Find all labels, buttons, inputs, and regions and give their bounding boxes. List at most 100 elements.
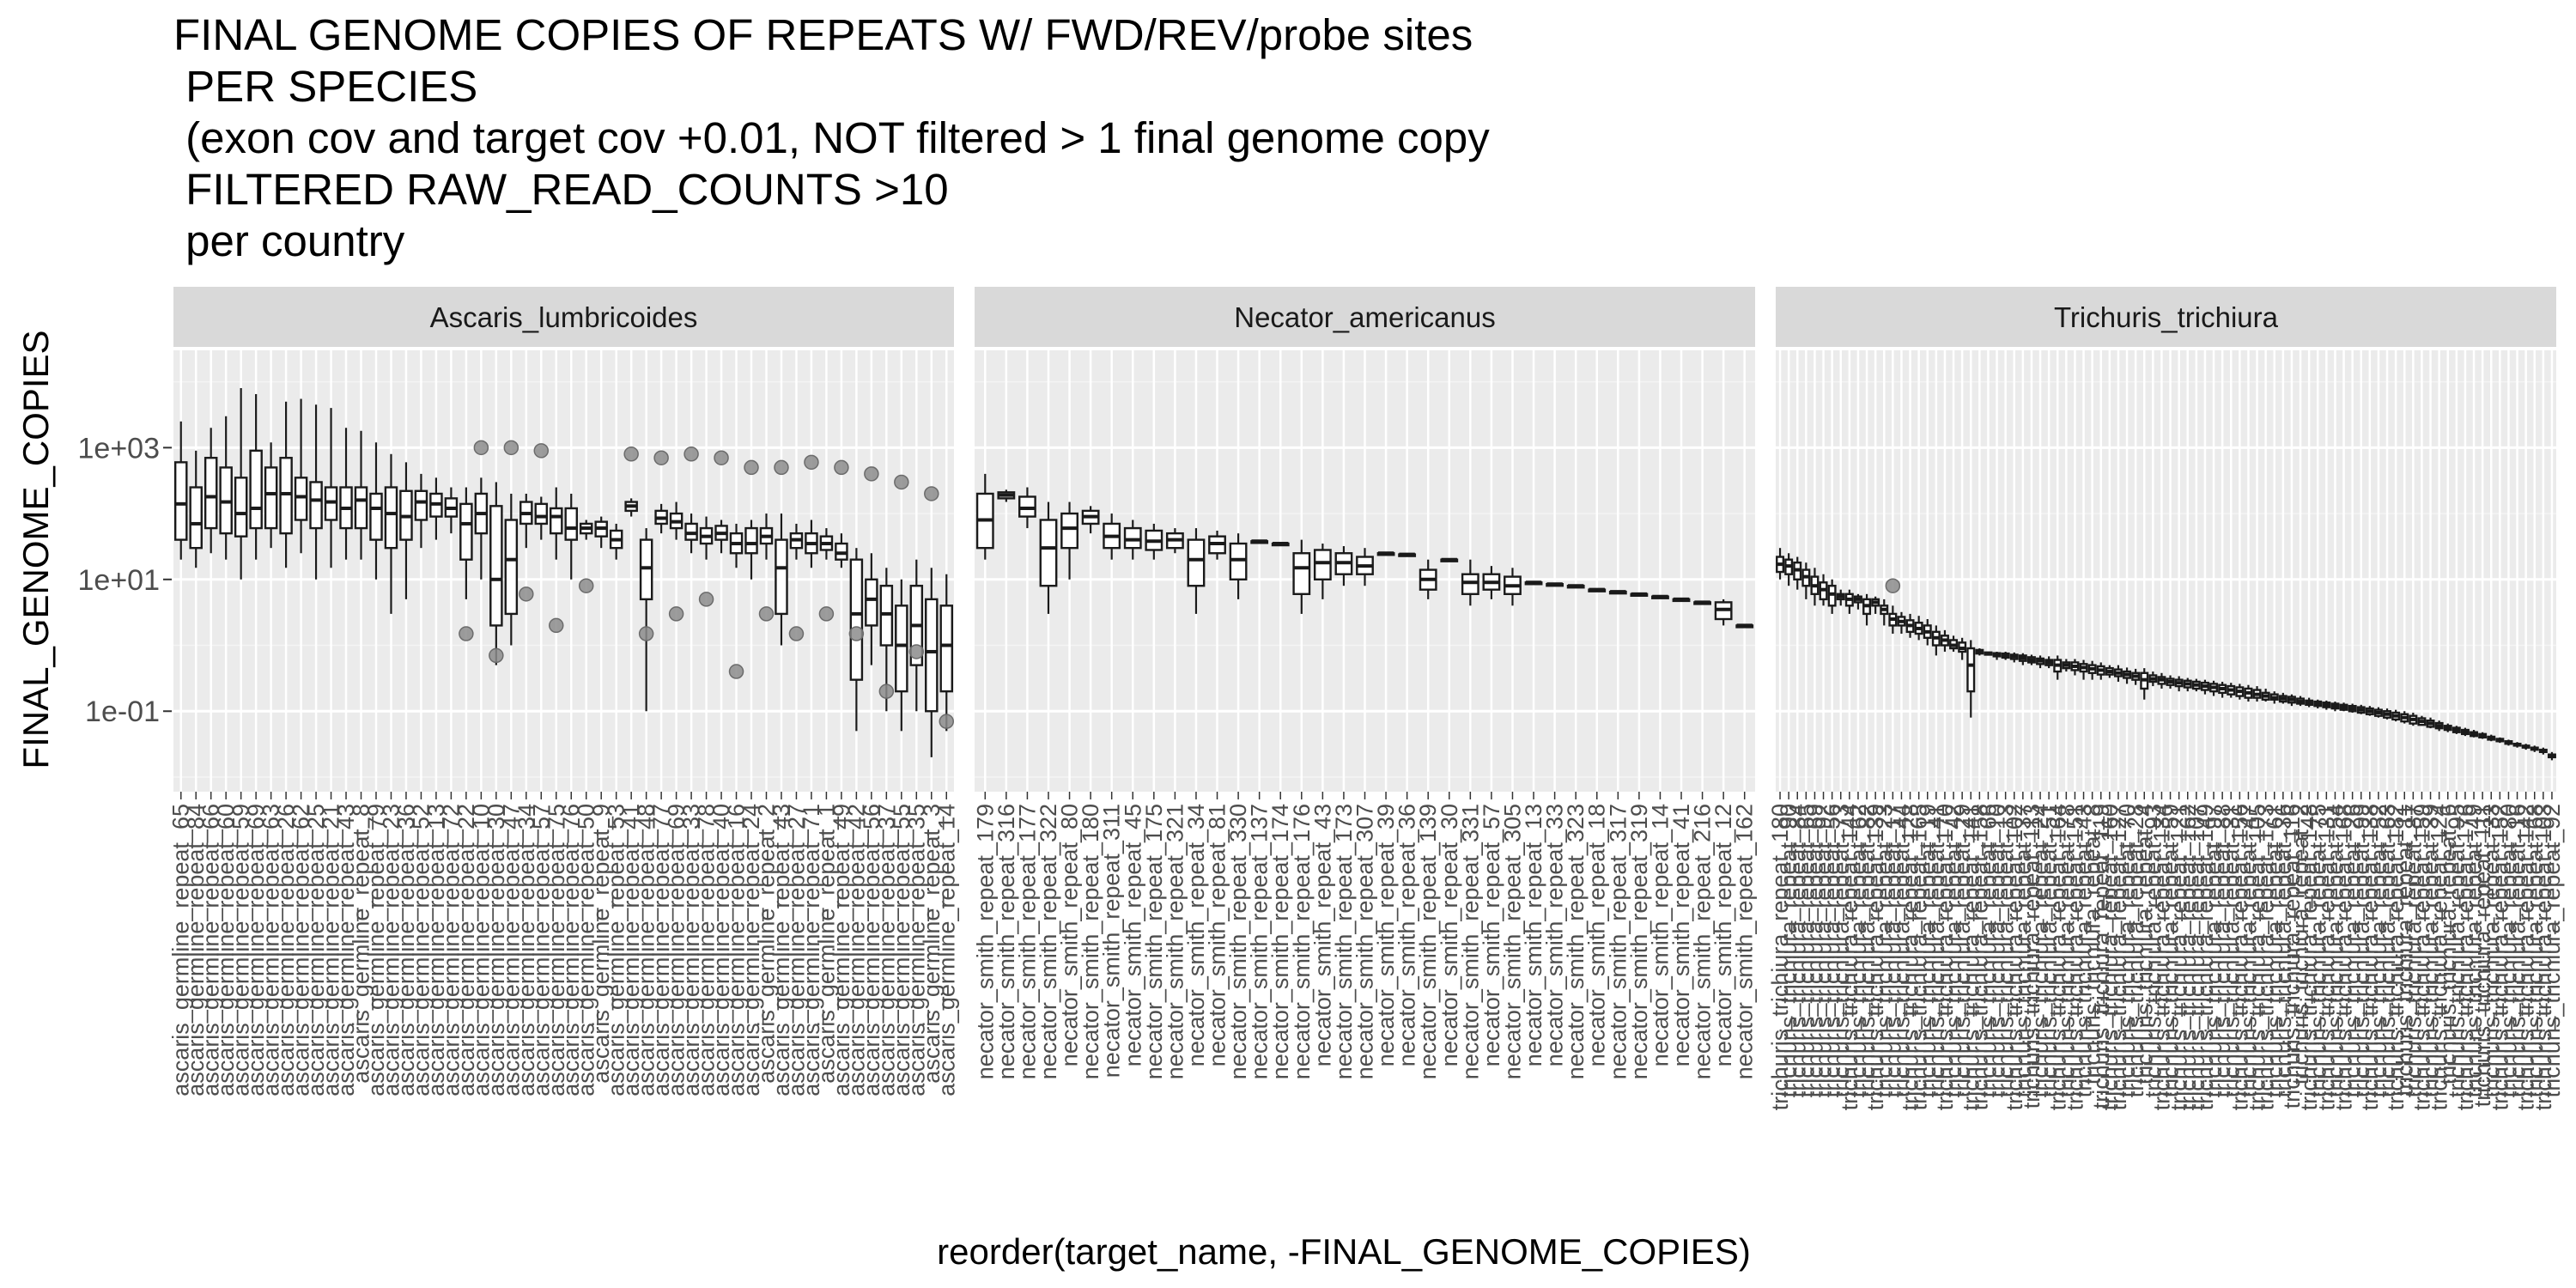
box (1801, 562, 1811, 599)
box (1334, 546, 1353, 586)
x-tick-label: trichuris_trichiura_repeat_162 (2175, 804, 2201, 1110)
box (1693, 600, 1711, 605)
box-body (414, 489, 428, 521)
box (1897, 611, 1906, 635)
box-body (775, 538, 788, 616)
facet-strip (1776, 287, 2556, 347)
box (2252, 686, 2262, 702)
x-tick-label: ascaris_germline_repeat_9 (588, 804, 614, 1084)
x-tick-label: trichuris_trichiura_repeat_42 (1941, 804, 1966, 1097)
box (534, 496, 549, 540)
box (1482, 566, 1501, 599)
outlier-point (519, 586, 534, 602)
chart-title: FINAL GENOME COPIES OF REPEATS W/ FWD/RE… (173, 10, 1490, 265)
box (2140, 668, 2149, 700)
x-tick-label: trichuris_trichiura_repeat_63 (2374, 804, 2400, 1097)
panel-background (1776, 350, 2556, 792)
box (819, 528, 834, 560)
box-body (1187, 538, 1206, 587)
x-tick-label: trichuris_trichiura_repeat_176 (2452, 804, 2478, 1110)
x-tick-label: ascaris_germline_repeat_43 (769, 804, 794, 1097)
x-tick-label: trichuris_trichiura_repeat_29 (1949, 804, 1975, 1097)
box (2244, 684, 2253, 702)
outlier-point (758, 606, 775, 622)
x-tick-label: ascaris_germline_repeat_40 (708, 804, 734, 1097)
box (1588, 587, 1607, 592)
box (2417, 715, 2427, 726)
box-body (279, 457, 293, 535)
outlier-point (818, 606, 835, 622)
box (2105, 665, 2114, 678)
x-tick-label: trichuris_trichiura_repeat_131 (2313, 804, 2339, 1110)
box (1810, 568, 1820, 606)
box (1735, 623, 1754, 629)
x-tick-label: trichuris_trichiura_repeat_78 (2053, 804, 2079, 1097)
box (459, 487, 473, 599)
outlier-point (683, 447, 699, 462)
x-tick-label: necator_smith_repeat_13 (1521, 804, 1546, 1066)
box (519, 493, 533, 549)
x-tick-label: necator_smith_repeat_80 (1057, 804, 1083, 1066)
outlier-point (744, 459, 759, 476)
outlier-point (549, 617, 564, 634)
x-tick-label: trichuris_trichiura_repeat_88 (2209, 804, 2235, 1097)
box (1081, 506, 1100, 534)
box-body (550, 507, 563, 535)
x-tick-label: ascaris_germline_repeat_60 (213, 804, 239, 1097)
box (2113, 665, 2123, 682)
box (2470, 730, 2479, 738)
box (2426, 717, 2435, 729)
box (2166, 675, 2175, 689)
box (1793, 556, 1802, 590)
box (2305, 697, 2314, 708)
x-tick-label: ascaris_germline_repeat_37 (873, 804, 899, 1097)
x-tick-label: trichuris_trichiura_repeat_139 (1862, 804, 1888, 1110)
x-tick-label: necator_smith_repeat_307 (1352, 804, 1378, 1079)
x-tick-label: trichuris_trichiura_repeat_84 (1784, 804, 1810, 1097)
box (1714, 598, 1733, 626)
facet-panel: Ascaris_lumbricoides ascaris_germline_rep… (168, 287, 959, 1097)
x-tick-label: trichuris_trichiura_repeat_13 (1993, 804, 2019, 1097)
box (399, 462, 413, 599)
box (2087, 660, 2097, 680)
facet-strip-label: Trichuris_trichiura (2054, 301, 2279, 333)
x-tick-label: trichuris_trichiura_repeat_173 (2253, 804, 2279, 1110)
x-tick-label: necator_smith_repeat_139 (1415, 804, 1441, 1079)
box (2018, 653, 2027, 665)
box (1313, 544, 1332, 599)
box (1871, 596, 1880, 614)
x-axis-title: reorder(target_name, -FINAL_GENOME_COPIE… (937, 1231, 1751, 1272)
box (444, 487, 459, 534)
x-tick-label: trichuris_trichiura_repeat_11 (2391, 804, 2417, 1096)
x-tick-label: necator_smith_repeat_216 (1690, 804, 1716, 1079)
x-tick-label: ascaris_germline_repeat_43 (333, 804, 359, 1097)
outlier-point (864, 466, 879, 482)
x-tick-label: necator_smith_repeat_18 (1584, 804, 1610, 1066)
box (2227, 683, 2236, 698)
box (189, 450, 203, 568)
x-tick-label: trichuris_trichiura_repeat_65 (1793, 804, 1819, 1097)
x-tick-label: necator_smith_repeat_175 (1141, 804, 1167, 1079)
box (2157, 672, 2166, 689)
outlier-point (774, 459, 789, 476)
outlier-point (908, 644, 925, 659)
x-tick-label: ascaris_germline_repeat_79 (363, 804, 389, 1097)
x-tick-label: trichuris_trichiura_repeat_19 (1915, 804, 1941, 1097)
x-tick-label: necator_smith_repeat_316 (993, 804, 1019, 1079)
box (1931, 625, 1941, 656)
outlier-point (578, 578, 594, 593)
box (1504, 568, 1522, 606)
box (1776, 548, 1785, 580)
x-tick-label: ascaris_germline_repeat_48 (634, 804, 659, 1097)
panel-background (173, 350, 954, 792)
x-tick-label: ascaris_germline_repeat_50 (574, 804, 599, 1097)
box (594, 516, 608, 549)
x-tick-label: trichuris_trichiura_repeat_107 (2184, 804, 2209, 1110)
box (2044, 656, 2054, 669)
box (2348, 703, 2357, 713)
box-body (849, 558, 864, 681)
x-tick-label: trichuris_trichiura_repeat_105 (2245, 804, 2270, 1110)
x-tick-label: trichuris_trichiura_repeat_70 (2114, 804, 2140, 1097)
box (249, 393, 263, 560)
